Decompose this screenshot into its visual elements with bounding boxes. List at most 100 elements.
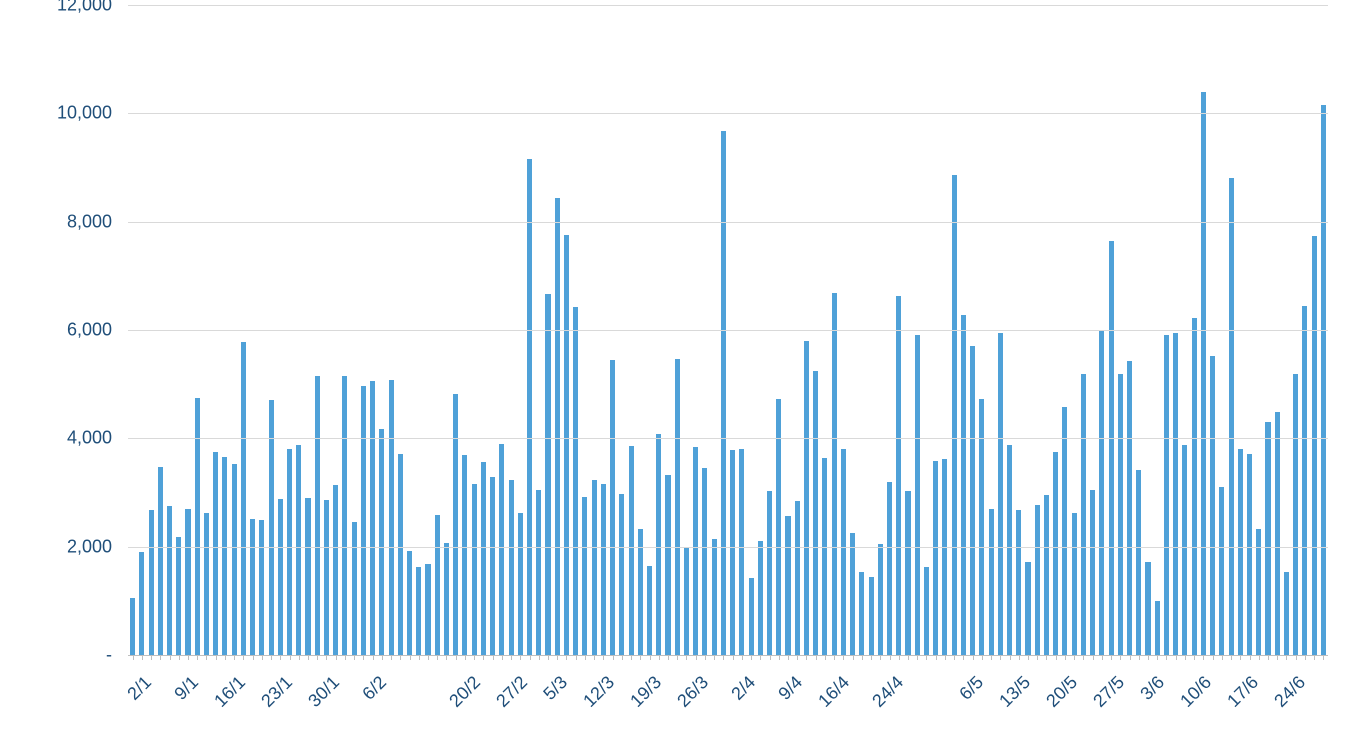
bar [315,376,320,655]
y-tick-label: 4,000 [67,428,112,449]
bar [435,515,440,655]
x-tick-label: 16/4 [814,672,854,712]
x-tick-label: 9/1 [170,672,203,705]
bar [1275,412,1280,655]
bar [176,537,181,655]
bar [896,296,901,655]
x-tick-label: 3/6 [1136,672,1169,705]
y-tick-label: 6,000 [67,320,112,341]
bar [582,497,587,655]
bar [287,449,292,655]
bar [785,516,790,655]
bar [296,445,301,655]
bar [1321,105,1326,655]
bar [1127,361,1132,655]
bar [545,294,550,655]
bar [841,449,846,655]
bar [795,501,800,655]
bar-chart: -2,0004,0006,0008,00010,00012,000 2/19/1… [0,0,1363,737]
bar [342,376,347,655]
gridline [128,547,1328,548]
bar [185,509,190,655]
bar [1302,306,1307,655]
bar [933,461,938,655]
bar [610,360,615,655]
bar [305,498,310,655]
bar [149,510,154,655]
bar [518,513,523,655]
bar [444,543,449,655]
plot-area [128,5,1328,656]
bar [1090,490,1095,655]
bar [1053,452,1058,655]
bar [1265,422,1270,655]
x-tick-label: 24/4 [868,672,908,712]
bar [1025,562,1030,655]
bar [989,509,994,655]
bar [767,491,772,655]
x-tick-label: 26/3 [673,672,713,712]
bar [1312,236,1317,655]
x-tick-label: 19/3 [626,672,666,712]
bar [1201,92,1206,655]
x-axis-labels: 2/19/116/123/130/16/220/227/25/312/319/3… [128,660,1328,730]
bar [702,468,707,655]
bar [850,533,855,655]
x-tick-label: 17/6 [1223,672,1263,712]
bar [259,520,264,655]
bar [749,578,754,655]
bar [1109,241,1114,655]
bar [601,484,606,655]
bar [998,333,1003,655]
bar [924,567,929,655]
bar [213,452,218,655]
x-tick-label: 6/2 [358,672,391,705]
bar [250,519,255,656]
x-tick-label: 12/3 [579,672,619,712]
y-tick-label: 12,000 [57,0,112,16]
x-tick-label: 9/4 [774,672,807,705]
x-tick-label: 23/1 [257,672,297,712]
bar [961,315,966,655]
x-tick-label: 27/2 [492,672,532,712]
bar [1016,510,1021,655]
x-tick-label: 5/3 [539,672,572,705]
bar [1173,333,1178,655]
bar [1136,470,1141,655]
bar [130,598,135,655]
bar [1293,374,1298,655]
gridline [128,330,1328,331]
bar [859,572,864,655]
bar [481,462,486,655]
bar [905,491,910,655]
bar [1044,495,1049,655]
bar [379,429,384,655]
bar [472,484,477,655]
gridline [128,438,1328,439]
bar [1229,178,1234,655]
y-tick-label: - [106,645,112,666]
x-tick-label: 20/5 [1042,672,1082,712]
bar [619,494,624,655]
bar [222,457,227,655]
bar [656,434,661,655]
bar [1081,374,1086,655]
bar [730,450,735,655]
x-tick-label: 2/4 [727,672,760,705]
gridline [128,222,1328,223]
bar [721,131,726,655]
y-axis-labels: -2,0004,0006,0008,00010,00012,000 [0,5,120,655]
x-tick-label: 2/1 [124,672,157,705]
bar [1182,445,1187,655]
bar [416,567,421,655]
x-tick-label: 6/5 [955,672,988,705]
bar [158,467,163,656]
bar [167,506,172,655]
bar [509,480,514,656]
bar [647,566,652,655]
x-tick-label: 24/6 [1270,672,1310,712]
bar [638,529,643,655]
bar [804,341,809,655]
bar [832,293,837,655]
bar [1155,601,1160,655]
